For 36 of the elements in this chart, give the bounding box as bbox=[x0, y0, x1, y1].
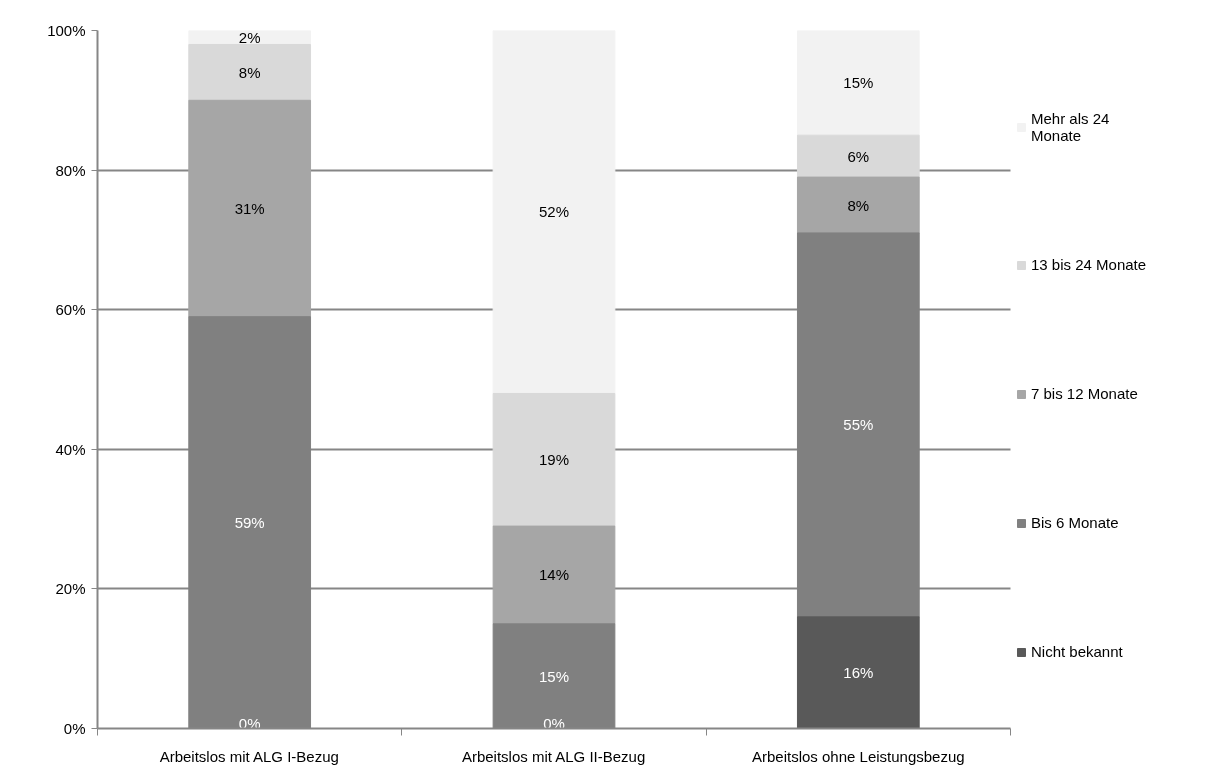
bar bbox=[796, 616, 920, 729]
legend-label: Mehr als 24 Monate bbox=[1031, 110, 1110, 144]
legend-label: 13 bis 24 Monate bbox=[1031, 256, 1147, 273]
data-label: 2% bbox=[238, 28, 261, 46]
data-label: 15% bbox=[843, 74, 874, 92]
y-tick-label: 60% bbox=[55, 301, 86, 319]
x-tick-label: Arbeitslos ohne Leistungsbezug bbox=[752, 747, 965, 765]
data-label: 8% bbox=[238, 63, 261, 81]
bar bbox=[492, 525, 616, 625]
bar bbox=[796, 30, 920, 136]
bar bbox=[492, 30, 616, 394]
data-label: 15% bbox=[538, 667, 570, 685]
data-label: 19% bbox=[538, 451, 570, 469]
bar bbox=[492, 392, 616, 527]
y-tick-label: 40% bbox=[55, 440, 86, 458]
bar bbox=[796, 176, 920, 234]
data-label: 14% bbox=[538, 566, 570, 584]
legend-label: Bis 6 Monate bbox=[1031, 514, 1119, 531]
y-tick-label: 20% bbox=[55, 580, 86, 598]
data-label: 59% bbox=[234, 514, 265, 532]
data-label: 52% bbox=[538, 203, 570, 221]
data-label: 16% bbox=[843, 664, 874, 682]
data-label: 31% bbox=[234, 199, 265, 217]
y-tick-label: 80% bbox=[55, 161, 86, 179]
x-tick-label: Arbeitslos mit ALG I-Bezug bbox=[159, 747, 339, 765]
bar bbox=[188, 43, 312, 101]
data-label: 55% bbox=[843, 416, 874, 434]
y-tick-label: 100% bbox=[47, 22, 86, 39]
y-tick-label: 0% bbox=[63, 720, 86, 737]
data-label: 6% bbox=[847, 147, 870, 165]
bar bbox=[188, 99, 312, 318]
legend-label: 7 bis 12 Monate bbox=[1031, 385, 1138, 402]
data-label: 8% bbox=[847, 196, 870, 214]
bar bbox=[796, 134, 920, 178]
legend-label: Nicht bekannt bbox=[1031, 643, 1123, 660]
x-tick-label: Arbeitslos mit ALG II-Bezug bbox=[461, 747, 646, 765]
